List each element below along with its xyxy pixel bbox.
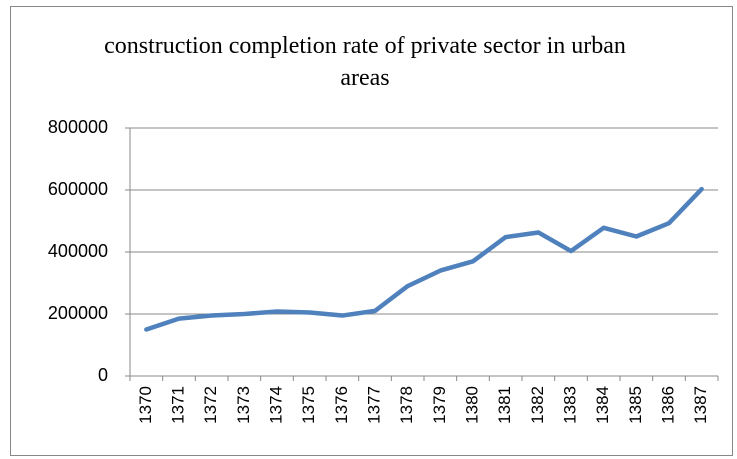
x-tick-label: 1376 bbox=[332, 386, 351, 424]
x-tick-label: 1383 bbox=[560, 386, 579, 424]
data-line bbox=[144, 186, 704, 332]
x-tick-label: 1384 bbox=[593, 386, 612, 424]
x-tick-label: 1372 bbox=[201, 386, 220, 424]
y-tick-label: 600000 bbox=[48, 179, 108, 199]
x-tick-label: 1386 bbox=[658, 386, 677, 424]
x-tick-label: 1370 bbox=[136, 386, 155, 424]
x-tick-label: 1382 bbox=[528, 386, 547, 424]
x-tick-label: 1373 bbox=[234, 386, 253, 424]
x-tick-label: 1378 bbox=[397, 386, 416, 424]
chart-border bbox=[10, 6, 733, 456]
x-tick-label: 1379 bbox=[430, 386, 449, 424]
x-tick-label: 1380 bbox=[462, 386, 481, 424]
y-tick-label: 800000 bbox=[48, 117, 108, 137]
x-tick-label: 1371 bbox=[168, 386, 187, 424]
x-tick-label: 1377 bbox=[364, 386, 383, 424]
y-tick-label: 0 bbox=[98, 365, 108, 385]
x-tick-label: 1381 bbox=[495, 386, 514, 424]
chart-title: construction completion rate of private … bbox=[104, 33, 626, 91]
y-tick-label: 400000 bbox=[48, 241, 108, 261]
x-tick-label: 1387 bbox=[691, 386, 710, 424]
y-tick-label: 200000 bbox=[48, 303, 108, 323]
x-tick-label: 1375 bbox=[299, 386, 318, 424]
x-tick-label: 1374 bbox=[266, 386, 285, 424]
x-tick-label: 1385 bbox=[626, 386, 645, 424]
